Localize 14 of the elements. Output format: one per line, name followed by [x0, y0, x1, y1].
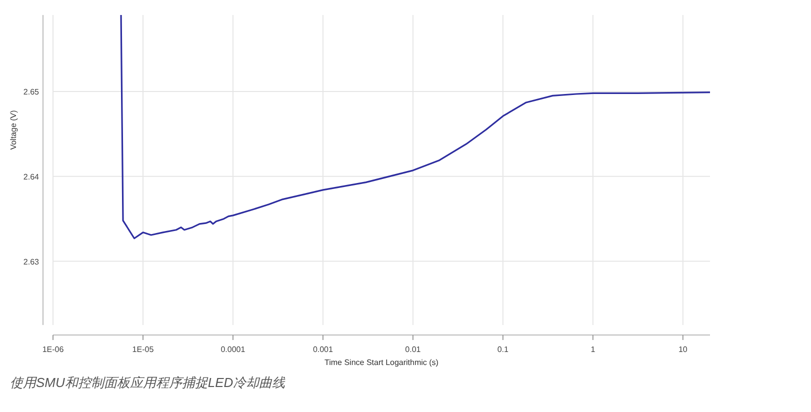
x-axis-title: Time Since Start Logarithmic (s)	[324, 358, 439, 367]
text: 使用SMU和控制面板应用程序捕捉LED冷却曲线	[10, 375, 286, 390]
x-tick-label: 0.001	[312, 345, 334, 354]
x-tick-label: 1	[590, 345, 596, 354]
y-tick-label: 2.64	[23, 172, 40, 182]
x-tick-label: 1E-05	[132, 345, 154, 354]
x-tick-label: 1E-06	[42, 345, 64, 354]
y-axis-title: Voltage (V)	[9, 110, 18, 150]
x-tick-label: 0.01	[405, 345, 422, 354]
x-tick-label: 10	[678, 345, 688, 354]
x-tick-label: 0.1	[497, 345, 510, 354]
y-tick-label: 2.63	[23, 257, 40, 266]
x-tick-label: 0.0001	[220, 345, 246, 354]
y-tick-label: 2.65	[23, 87, 40, 96]
